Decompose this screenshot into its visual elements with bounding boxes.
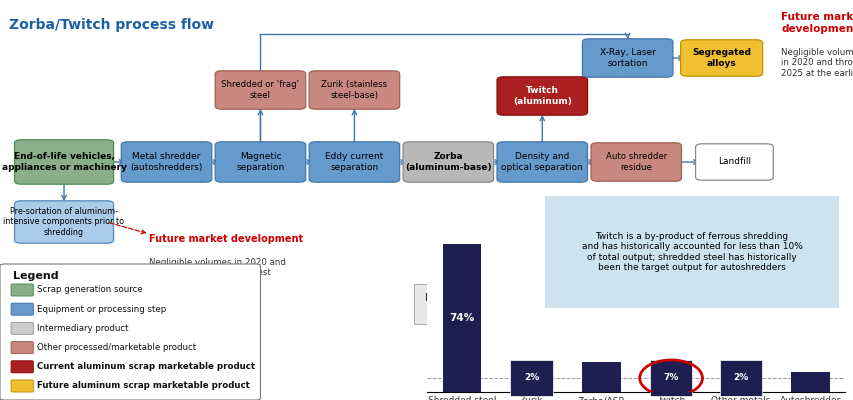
Text: Other processed/marketable product: Other processed/marketable product — [37, 343, 195, 352]
FancyBboxPatch shape — [414, 284, 755, 324]
Bar — [582, 362, 620, 392]
FancyBboxPatch shape — [694, 144, 773, 180]
Text: Shredded or 'frag'
steel: Shredded or 'frag' steel — [221, 80, 299, 100]
Text: Twitch
(aluminum): Twitch (aluminum) — [513, 86, 571, 106]
Text: Metal shredder
(autoshredders): Metal shredder (autoshredders) — [131, 152, 202, 172]
Text: 7%: 7% — [663, 374, 678, 382]
FancyBboxPatch shape — [15, 140, 113, 184]
FancyBboxPatch shape — [215, 142, 305, 182]
Text: End-of-life vehicles,
appliances or machinery: End-of-life vehicles, appliances or mach… — [2, 152, 126, 172]
FancyBboxPatch shape — [496, 77, 587, 115]
FancyBboxPatch shape — [0, 264, 260, 400]
Text: Zorba/Twitch process flow: Zorba/Twitch process flow — [9, 18, 213, 32]
FancyBboxPatch shape — [590, 143, 681, 181]
Text: Zorba
(aluminum-base): Zorba (aluminum-base) — [404, 152, 491, 172]
Text: Legend: Legend — [13, 271, 58, 281]
Text: Representative product outputs from an autoshredding operation
(marketable produ: Representative product outputs from an a… — [425, 293, 744, 315]
Text: Magnetic
separation: Magnetic separation — [236, 152, 284, 172]
Text: Zurik (stainless
steel-base): Zurik (stainless steel-base) — [321, 80, 387, 100]
Text: 74%: 74% — [449, 313, 474, 323]
FancyBboxPatch shape — [680, 40, 762, 76]
Text: Negligible volumes
in 2020 and through
2025 at the earliest: Negligible volumes in 2020 and through 2… — [780, 48, 853, 78]
Text: Auto shredder
residue: Auto shredder residue — [605, 152, 666, 172]
Text: Intermediary product: Intermediary product — [37, 324, 128, 333]
Text: 2%: 2% — [524, 374, 538, 382]
Text: Density and
optical separation: Density and optical separation — [501, 152, 583, 172]
Text: Future market
development: Future market development — [780, 12, 853, 34]
Text: Eddy current
separation: Eddy current separation — [325, 152, 383, 172]
Text: Future market development: Future market development — [149, 234, 303, 244]
Text: Pre-sortation of aluminum-
intensive components prior to
shredding: Pre-sortation of aluminum- intensive com… — [3, 207, 125, 237]
FancyBboxPatch shape — [15, 201, 113, 243]
FancyBboxPatch shape — [582, 39, 672, 77]
Text: X-Ray, Laser
sortation: X-Ray, Laser sortation — [599, 48, 655, 68]
FancyBboxPatch shape — [11, 361, 33, 373]
Text: Future aluminum scrap marketable product: Future aluminum scrap marketable product — [37, 382, 249, 390]
Text: Negligible volumes in 2020 and
through 2025 at the earliest: Negligible volumes in 2020 and through 2… — [149, 258, 286, 278]
FancyBboxPatch shape — [496, 142, 587, 182]
Text: Twitch is a by-product of ferrous shredding
and has historically accounted for l: Twitch is a by-product of ferrous shredd… — [581, 232, 802, 272]
FancyBboxPatch shape — [309, 71, 399, 109]
Text: Current aluminum scrap marketable product: Current aluminum scrap marketable produc… — [37, 362, 254, 371]
FancyBboxPatch shape — [215, 71, 305, 109]
Text: Landfill: Landfill — [717, 158, 750, 166]
Text: Equipment or processing step: Equipment or processing step — [37, 305, 165, 314]
FancyBboxPatch shape — [11, 284, 33, 296]
FancyBboxPatch shape — [403, 142, 493, 182]
FancyBboxPatch shape — [11, 342, 33, 354]
FancyBboxPatch shape — [309, 142, 399, 182]
Text: Segregated
alloys: Segregated alloys — [691, 48, 751, 68]
FancyBboxPatch shape — [11, 303, 33, 315]
FancyBboxPatch shape — [121, 142, 212, 182]
FancyBboxPatch shape — [11, 380, 33, 392]
FancyBboxPatch shape — [11, 322, 33, 334]
Bar — [651, 378, 689, 392]
Text: 2%: 2% — [733, 374, 747, 382]
Text: Scrap generation source: Scrap generation source — [37, 286, 142, 294]
Bar — [442, 244, 480, 392]
Bar — [791, 372, 829, 392]
Bar — [721, 388, 759, 392]
Bar — [512, 388, 550, 392]
